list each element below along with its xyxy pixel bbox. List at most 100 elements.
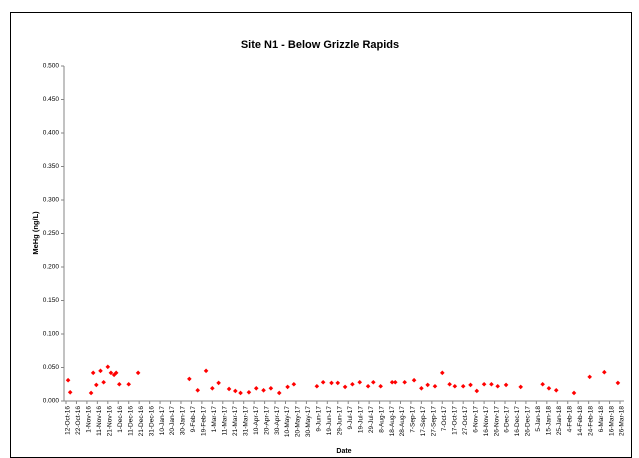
- x-tick-label: 21-Dec-16: [138, 406, 145, 437]
- x-tick-label: 28-Aug-17: [399, 406, 406, 437]
- data-point: [342, 384, 348, 390]
- x-tick-label: 30-Jan-17: [180, 406, 187, 436]
- x-tick-label: 18-Aug-17: [389, 406, 396, 437]
- data-point: [320, 379, 326, 385]
- data-point: [474, 388, 480, 394]
- x-tick-label: 9-Feb-17: [190, 406, 197, 433]
- x-tick-label: 27-Sep-17: [431, 406, 438, 437]
- data-point: [357, 379, 363, 385]
- x-tick-label: 1-Dec-16: [117, 406, 124, 433]
- data-point: [602, 369, 607, 375]
- x-tick-label: 31-Mar-17: [242, 406, 249, 436]
- x-tick-label: 6-Nov-17: [472, 406, 479, 433]
- y-tick-label: 0.500: [43, 63, 60, 70]
- data-point: [371, 379, 376, 385]
- x-tick-label: 22-Oct-16: [75, 406, 82, 435]
- x-tick-label: 31-Dec-16: [148, 406, 155, 437]
- x-tick-label: 16-Dec-17: [514, 406, 521, 437]
- data-point: [187, 376, 192, 382]
- data-point: [126, 381, 132, 387]
- data-point: [540, 381, 545, 387]
- x-tick-label: 1-Mar-17: [211, 406, 218, 433]
- data-point: [518, 384, 523, 390]
- data-point: [210, 385, 215, 391]
- data-point: [101, 379, 106, 385]
- data-point: [335, 380, 341, 386]
- data-point: [88, 390, 94, 396]
- data-point: [546, 385, 552, 391]
- data-point: [246, 389, 252, 395]
- x-tick-label: 6-Dec-17: [504, 406, 511, 433]
- x-tick-label: 21-Nov-16: [107, 406, 114, 437]
- x-tick-label: 7-Sep-17: [410, 406, 417, 433]
- y-axis-label: MeHg (ng/L): [31, 211, 40, 255]
- data-point: [117, 381, 122, 387]
- x-tick-label: 11-Dec-16: [127, 406, 134, 436]
- x-tick-label: 27-Oct-17: [462, 406, 469, 435]
- data-point: [389, 379, 395, 385]
- data-point: [65, 377, 71, 383]
- x-tick-label: 14-Feb-18: [577, 406, 584, 436]
- data-point: [481, 381, 487, 387]
- x-tick-label: 16-Nov-17: [483, 406, 490, 437]
- x-tick-label: 11-Mar-17: [222, 406, 229, 436]
- data-point: [233, 388, 238, 394]
- x-tick-label: 26-Nov-17: [493, 406, 500, 437]
- data-point: [432, 383, 438, 389]
- data-point: [98, 368, 103, 374]
- data-point: [314, 383, 320, 389]
- data-point: [553, 387, 559, 393]
- data-point: [402, 379, 407, 385]
- y-tick-label: 0.050: [43, 364, 60, 371]
- data-point: [489, 381, 494, 387]
- data-point: [291, 381, 297, 387]
- x-tick-label: 10-Jan-17: [159, 406, 166, 436]
- x-tick-label: 12-Oct-16: [65, 406, 72, 435]
- y-tick-label: 0.400: [43, 130, 60, 137]
- x-tick-label: 24-Feb-18: [587, 406, 594, 436]
- data-point: [94, 382, 99, 388]
- x-tick-label: 19-Jul-17: [357, 406, 364, 433]
- x-tick-label: 4-Feb-18: [566, 406, 573, 433]
- x-tick-label: 19-Feb-17: [201, 406, 208, 436]
- data-point: [135, 370, 141, 376]
- data-point: [350, 381, 355, 387]
- data-point: [411, 377, 417, 383]
- x-tick-label: 9-Jul-17: [347, 406, 354, 430]
- data-point: [261, 387, 266, 393]
- x-tick-label: 20-Jan-17: [169, 406, 176, 436]
- data-point: [615, 380, 621, 386]
- y-tick-label: 0.450: [43, 96, 60, 103]
- data-point: [276, 390, 282, 396]
- data-point: [67, 389, 73, 395]
- data-point: [460, 383, 466, 389]
- data-point: [329, 380, 334, 386]
- data-point: [365, 383, 371, 389]
- x-tick-label: 20-May-17: [295, 406, 302, 437]
- data-point: [195, 387, 201, 393]
- x-tick-label: 7-Oct-17: [441, 406, 448, 432]
- x-tick-label: 16-Mar-18: [608, 406, 615, 436]
- x-tick-label: 30-Apr-17: [274, 406, 281, 435]
- y-tick-label: 0.300: [43, 197, 60, 204]
- y-tick-label: 0.350: [43, 163, 60, 170]
- x-tick-label: 1-Nov-16: [86, 406, 93, 433]
- x-tick-label: 10-Apr-17: [253, 406, 260, 435]
- x-tick-label: 29-Jun-17: [336, 406, 343, 436]
- x-tick-label: 29-Jul-17: [368, 406, 375, 433]
- data-point: [203, 368, 209, 374]
- data-point: [425, 382, 430, 388]
- x-tick-label: 8-Aug-17: [378, 406, 385, 433]
- y-tick-label: 0.150: [43, 297, 60, 304]
- x-axis-label: Date: [336, 448, 351, 455]
- x-tick-label: 11-Nov-16: [96, 406, 103, 436]
- y-tick-label: 0.100: [43, 331, 60, 338]
- chart-title: Site N1 - Below Grizzle Rapids: [241, 39, 399, 51]
- data-point: [238, 390, 243, 396]
- data-point: [468, 382, 473, 388]
- data-point: [392, 379, 398, 385]
- data-point: [447, 381, 452, 387]
- data-point: [440, 370, 445, 376]
- data-point: [503, 382, 509, 388]
- data-point: [495, 383, 501, 389]
